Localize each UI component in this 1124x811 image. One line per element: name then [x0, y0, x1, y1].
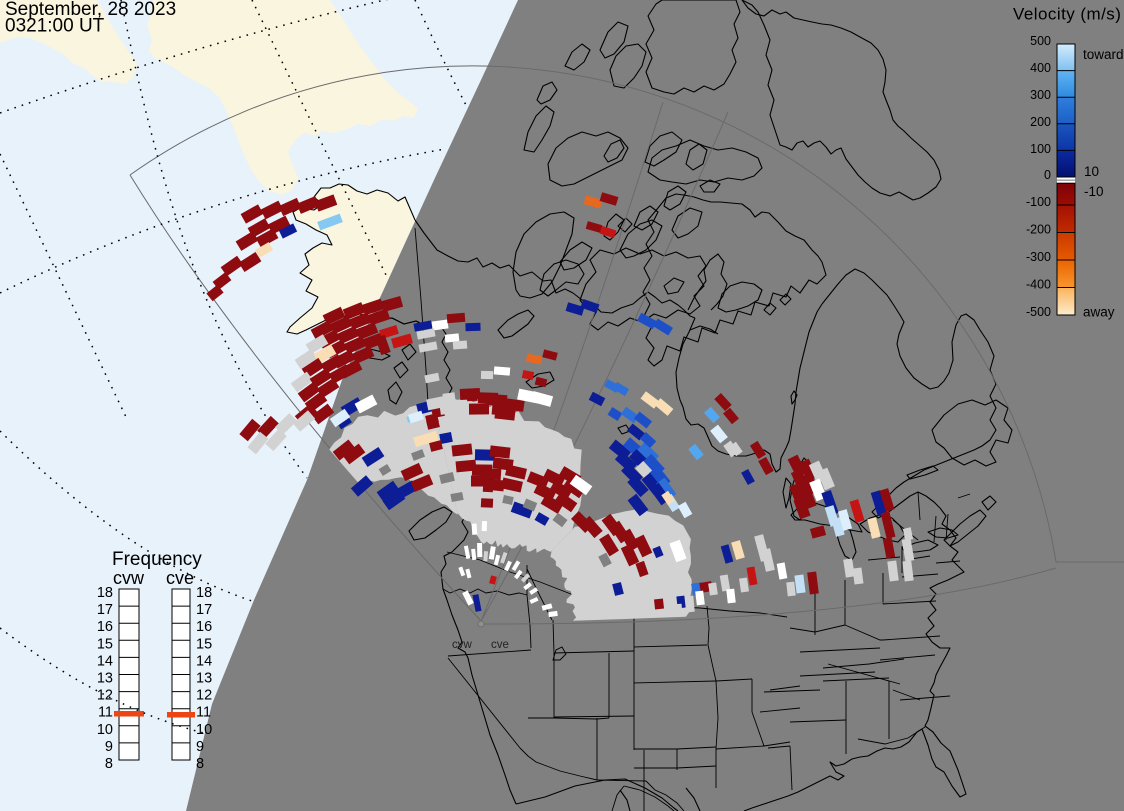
svg-text:16: 16 — [196, 619, 212, 635]
svg-text:cvw: cvw — [113, 568, 145, 588]
svg-text:18: 18 — [97, 585, 113, 601]
svg-text:0: 0 — [1044, 168, 1051, 182]
svg-text:toward: toward — [1083, 47, 1124, 62]
svg-text:Velocity (m/s): Velocity (m/s) — [1013, 5, 1121, 24]
svg-text:0321:00 UT: 0321:00 UT — [5, 16, 105, 37]
svg-text:17: 17 — [97, 602, 113, 618]
svg-text:-100: -100 — [1026, 195, 1051, 209]
svg-text:9: 9 — [196, 739, 204, 755]
svg-text:-300: -300 — [1026, 250, 1051, 264]
svg-text:8: 8 — [105, 756, 113, 772]
svg-text:-10: -10 — [1084, 184, 1104, 199]
svg-text:500: 500 — [1030, 34, 1051, 48]
svg-text:-400: -400 — [1026, 278, 1051, 292]
svg-text:14: 14 — [196, 653, 212, 669]
svg-text:400: 400 — [1030, 61, 1051, 75]
svg-text:September, 28 2023: September, 28 2023 — [5, 0, 176, 20]
svg-text:cve: cve — [491, 639, 509, 651]
svg-text:13: 13 — [97, 671, 113, 687]
svg-text:9: 9 — [105, 739, 113, 755]
svg-text:17: 17 — [196, 602, 212, 618]
svg-text:11: 11 — [196, 705, 211, 721]
svg-text:10: 10 — [196, 722, 212, 738]
svg-text:12: 12 — [97, 688, 113, 704]
svg-text:8: 8 — [196, 756, 204, 772]
svg-text:16: 16 — [97, 619, 113, 635]
svg-text:11: 11 — [98, 705, 113, 721]
svg-text:13: 13 — [196, 671, 212, 687]
svg-text:cve: cve — [166, 568, 194, 588]
svg-text:14: 14 — [97, 653, 113, 669]
svg-text:10: 10 — [1084, 164, 1099, 179]
svg-text:cvw: cvw — [452, 639, 473, 651]
svg-text:Frequency: Frequency — [112, 549, 202, 570]
svg-text:away: away — [1083, 305, 1115, 320]
svg-text:300: 300 — [1030, 88, 1051, 102]
svg-text:100: 100 — [1030, 142, 1051, 156]
svg-text:10: 10 — [97, 722, 113, 738]
svg-text:18: 18 — [196, 585, 212, 601]
svg-text:200: 200 — [1030, 115, 1051, 129]
svg-text:-500: -500 — [1026, 305, 1051, 319]
svg-text:15: 15 — [97, 636, 113, 652]
svg-text:15: 15 — [196, 636, 212, 652]
svg-text:12: 12 — [196, 688, 212, 704]
svg-text:-200: -200 — [1026, 223, 1051, 237]
